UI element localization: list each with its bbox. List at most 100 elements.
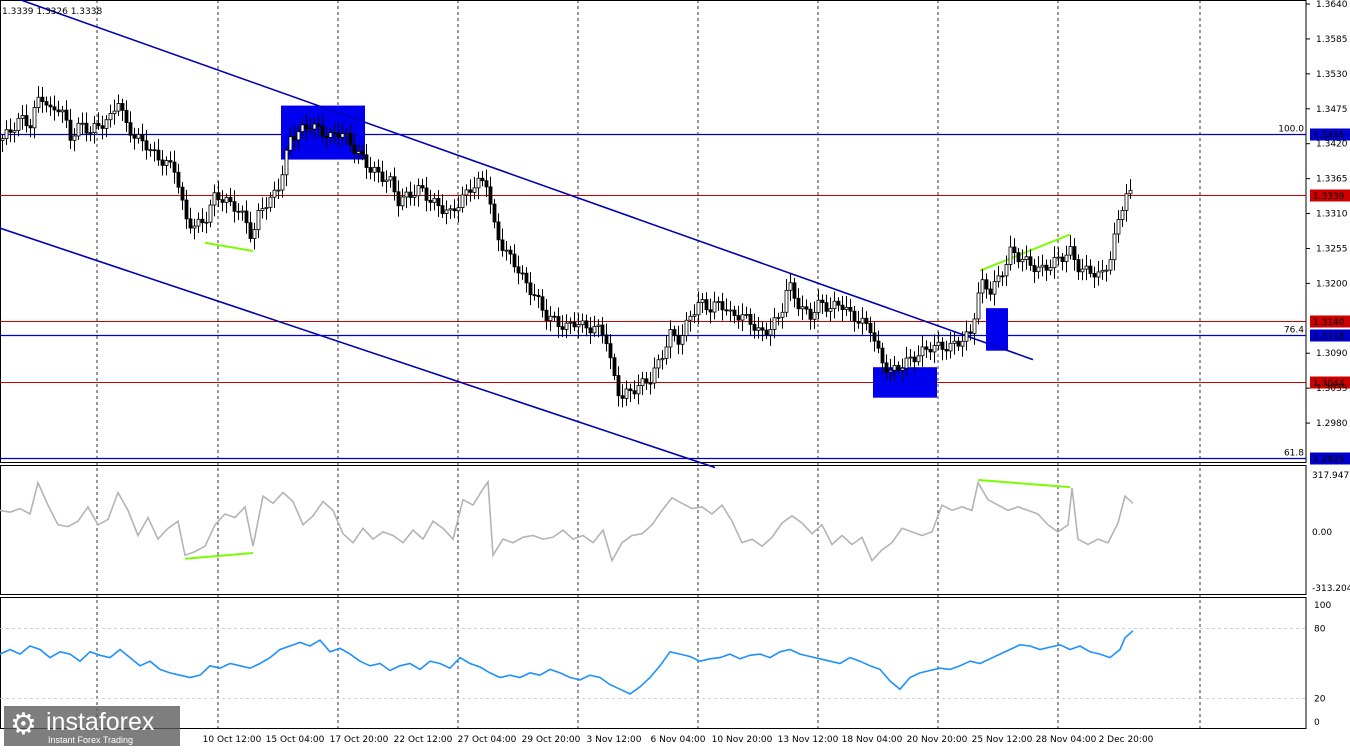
candle-body (272, 189, 277, 198)
candle-body (752, 323, 757, 331)
fib-label: 100.0 (1278, 125, 1304, 135)
candle-body (0, 138, 5, 141)
candle-body (960, 340, 965, 347)
candle-body (332, 132, 337, 135)
candle-body (792, 282, 797, 299)
trend-channel-line[interactable] (0, 227, 716, 469)
candle-body (828, 308, 833, 312)
candle-body (200, 218, 205, 224)
price-axis-label: 1.3255 (1316, 244, 1348, 254)
candle-body (384, 179, 389, 182)
candle-body (648, 382, 653, 385)
candle-body (640, 378, 645, 387)
candle-body (1000, 275, 1005, 278)
candle-body (364, 154, 369, 168)
candle-body (436, 197, 441, 207)
candle-body (956, 340, 961, 347)
candle-body (704, 299, 709, 311)
candle-body (56, 109, 61, 113)
cci-divergence-line[interactable] (977, 479, 1071, 489)
candle-body (852, 310, 857, 322)
cci-axis-label: 317.9471 (1312, 471, 1350, 481)
candle-body (260, 208, 265, 211)
zone-box[interactable] (986, 308, 1008, 351)
candle-body (252, 229, 257, 239)
candle-body (168, 160, 173, 163)
candle-body (616, 375, 621, 397)
candle-body (544, 309, 549, 322)
candle-body (400, 196, 405, 207)
candle-body (444, 209, 449, 214)
candle-body (128, 122, 133, 136)
candle-body (1088, 265, 1093, 274)
candle-body (80, 122, 85, 125)
candle-body (532, 294, 537, 297)
fib-label: 61.8 (1284, 449, 1304, 459)
fib-label: 76.4 (1284, 326, 1304, 336)
watermark-tagline: Instant Forex Trading (48, 735, 134, 745)
candle-body (748, 314, 753, 325)
candle-body (1072, 246, 1077, 261)
candle-body (976, 292, 981, 320)
candle-body (28, 125, 33, 129)
candle-body (88, 132, 93, 134)
candle-body (824, 302, 829, 312)
divergence-line[interactable] (204, 241, 254, 252)
candle-body (76, 122, 81, 137)
candle-body (372, 166, 377, 173)
candle-body (328, 132, 333, 138)
candle-body (708, 309, 713, 313)
rsi-axis-label: 20 (1314, 695, 1326, 705)
candle-body (1104, 269, 1109, 272)
candle-body (604, 334, 609, 345)
candle-body (772, 317, 777, 330)
price-tag-label: 1.3044 (1313, 379, 1345, 389)
candle-body (644, 378, 649, 384)
cci-divergence-line[interactable] (184, 552, 254, 560)
candle-body (120, 103, 125, 111)
candle-body (836, 300, 841, 306)
candle-body (624, 388, 629, 399)
candle-body (924, 346, 929, 350)
trend-channel-line[interactable] (0, 0, 1034, 361)
candle-body (656, 359, 661, 369)
candle-body (24, 115, 29, 127)
candle-body (472, 187, 477, 193)
candle-body (868, 323, 873, 334)
candle-body (564, 322, 569, 330)
rsi-panel (0, 597, 1307, 729)
candle-body (512, 253, 517, 268)
candle-body (468, 189, 473, 193)
candle-body (4, 129, 9, 140)
candle-body (892, 364, 897, 371)
candle-body (660, 358, 665, 361)
candle-body (296, 131, 301, 141)
candle-body (508, 249, 513, 255)
gear-icon: ⚙ (10, 707, 37, 742)
candle-body (396, 191, 401, 207)
candle-body (380, 171, 385, 182)
candle-body (460, 194, 465, 208)
candle-body (944, 348, 949, 352)
price-tag-label: 1.3339 (1313, 192, 1345, 202)
candle-body (424, 187, 429, 201)
candle-body (652, 367, 657, 384)
candle-body (988, 288, 993, 295)
candle-body (880, 347, 885, 364)
price-axis-label: 1.2980 (1316, 419, 1348, 429)
candle-body (8, 129, 13, 133)
candle-body (888, 369, 893, 373)
cci-axis-label: 0.00 (1312, 528, 1332, 538)
divergence-line[interactable] (979, 233, 1071, 272)
candle-body (596, 324, 601, 327)
candle-body (1080, 268, 1085, 273)
zone-box[interactable] (873, 367, 937, 398)
candle-body (292, 136, 297, 141)
candle-body (1108, 259, 1113, 271)
candle-body (1028, 256, 1033, 266)
candle-body (420, 185, 425, 189)
candle-body (52, 106, 57, 111)
candle-body (528, 282, 533, 296)
